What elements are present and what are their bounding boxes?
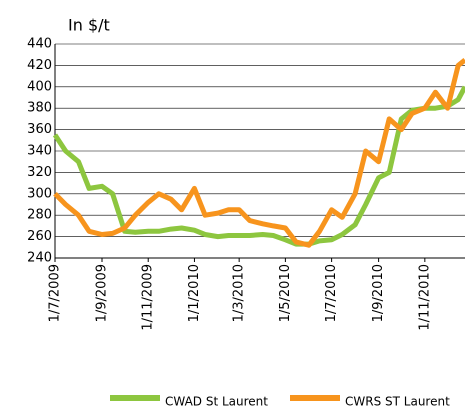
y-tick-label: 440 xyxy=(27,37,52,52)
x-tick-label: 1/11/2010 xyxy=(417,264,432,331)
x-tick-label: 1/3/2010 xyxy=(232,264,247,322)
x-tick-label: 1/11/2009 xyxy=(141,264,156,331)
y-tick-label: 400 xyxy=(27,79,52,94)
y-tick-label: 260 xyxy=(27,229,52,244)
legend-label: CWAD St Laurent xyxy=(165,395,268,409)
x-tick-label: 1/9/2010 xyxy=(371,264,386,322)
x-tick-label: 1/5/2010 xyxy=(278,264,293,322)
x-tick-label: 1/1/2010 xyxy=(187,264,202,322)
chart-title: In $/t xyxy=(68,16,110,35)
y-tick-label: 360 xyxy=(27,122,52,137)
x-tick-label: 1/7/2010 xyxy=(324,264,339,322)
x-tick-label: 1/7/2009 xyxy=(48,264,63,322)
y-tick-label: 380 xyxy=(27,101,52,116)
y-tick-label: 320 xyxy=(27,165,52,180)
series-line xyxy=(52,85,465,247)
y-tick-label: 280 xyxy=(27,208,52,223)
y-tick-label: 300 xyxy=(27,186,52,201)
series-line xyxy=(53,58,465,248)
y-tick-label: 340 xyxy=(27,144,52,159)
legend-label: CWRS ST Laurent xyxy=(345,395,450,409)
x-tick-label: 1/9/2009 xyxy=(94,264,109,322)
y-tick-label: 420 xyxy=(27,58,52,73)
y-tick-label: 240 xyxy=(27,251,52,266)
